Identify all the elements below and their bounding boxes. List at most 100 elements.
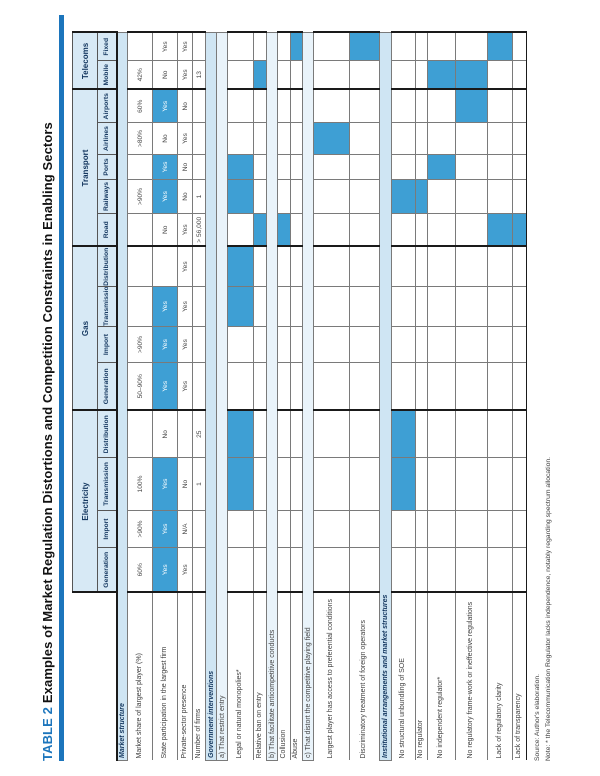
- subsection-label: c) That distort the competitive playing …: [302, 32, 314, 761]
- highlight-cell: Yes: [152, 89, 178, 123]
- cell: [415, 89, 428, 123]
- cell: [455, 547, 488, 593]
- cell: [177, 410, 193, 458]
- highlight-cell: [253, 213, 267, 247]
- cell: [455, 286, 488, 327]
- section-label: Market structure: [116, 32, 128, 761]
- column-header-generation: Generation: [97, 547, 117, 593]
- cell: [427, 547, 456, 593]
- cell: [253, 89, 267, 123]
- section-label: Institutional arrangements and market st…: [379, 32, 392, 761]
- cell: [349, 457, 380, 511]
- cell: [487, 457, 513, 511]
- cell: Yes: [177, 326, 193, 363]
- cell: No: [152, 122, 178, 155]
- highlight-cell: [512, 213, 527, 247]
- cell: [487, 510, 513, 548]
- cell: [253, 547, 267, 593]
- cell: [313, 286, 350, 327]
- cell: [512, 286, 527, 327]
- cell: [415, 547, 428, 593]
- section-row: Government interventions: [205, 32, 217, 761]
- highlight-cell: [427, 154, 456, 180]
- cell: [391, 362, 416, 411]
- cell: [253, 286, 267, 327]
- cell: [391, 89, 416, 123]
- highlight-cell: [227, 179, 254, 214]
- cell: [349, 246, 380, 287]
- cell: [512, 179, 527, 214]
- column-group-transport: Transport: [72, 89, 98, 247]
- cell: [455, 362, 488, 411]
- table-row: Largest player has access to preferentia…: [313, 32, 350, 761]
- cell: [427, 122, 456, 155]
- cell: [192, 510, 206, 548]
- cell: [427, 213, 456, 247]
- cell: [415, 122, 428, 155]
- cell: [512, 457, 527, 511]
- cell: [227, 510, 254, 548]
- cell: [512, 122, 527, 155]
- section-row: Institutional arrangements and market st…: [379, 32, 392, 761]
- row-label: No regulator: [415, 592, 428, 761]
- cell: [427, 246, 456, 287]
- cell: [455, 326, 488, 363]
- table-row: Collusion: [277, 32, 291, 761]
- highlight-cell: Yes: [152, 286, 178, 327]
- table-row: State participation in the largest firm Y…: [152, 32, 178, 761]
- cell: [512, 362, 527, 411]
- cell: [487, 410, 513, 458]
- highlight-cell: [455, 60, 488, 90]
- table-row: Lack of transparency: [512, 32, 527, 761]
- cell: [127, 213, 153, 247]
- cell: [253, 154, 267, 180]
- highlight-cell: [391, 457, 416, 511]
- row-label: Abuse: [290, 592, 303, 761]
- cell: [313, 154, 350, 180]
- cell: [290, 213, 303, 247]
- cell: [512, 89, 527, 123]
- cell: [313, 60, 350, 90]
- column-header-fixed: Fixed: [97, 32, 117, 61]
- cell: [313, 179, 350, 214]
- column-header-transmission: Transmission: [97, 457, 117, 511]
- cell: [277, 32, 291, 61]
- cell: [277, 286, 291, 327]
- cell: [253, 457, 267, 511]
- cell: [415, 213, 428, 247]
- cell: [127, 32, 153, 61]
- cell: [313, 410, 350, 458]
- cell: [313, 547, 350, 593]
- highlight-cell: Yes: [152, 326, 178, 363]
- cell: [391, 286, 416, 327]
- cell: [253, 362, 267, 411]
- cell: [349, 326, 380, 363]
- cell: [512, 326, 527, 363]
- cell: [253, 32, 267, 61]
- cell: [290, 246, 303, 287]
- highlight-cell: [227, 246, 254, 287]
- cell: [349, 362, 380, 411]
- cell: [192, 32, 206, 61]
- cell: [277, 326, 291, 363]
- column-group-gas: Gas: [72, 246, 98, 411]
- cell: 25: [192, 410, 206, 458]
- cell: [313, 32, 350, 61]
- cell: [455, 246, 488, 287]
- cell: No: [152, 60, 178, 90]
- cell: [127, 246, 153, 287]
- cell: [227, 547, 254, 593]
- cell: [427, 89, 456, 123]
- cell: N/A: [177, 510, 193, 548]
- cell: [455, 179, 488, 214]
- cell: [127, 410, 153, 458]
- cell: [192, 154, 206, 180]
- cell: [277, 246, 291, 287]
- cell: [391, 213, 416, 247]
- cell: [487, 286, 513, 327]
- cell: [487, 179, 513, 214]
- cell: [349, 286, 380, 327]
- cell: [192, 122, 206, 155]
- cell: [391, 154, 416, 180]
